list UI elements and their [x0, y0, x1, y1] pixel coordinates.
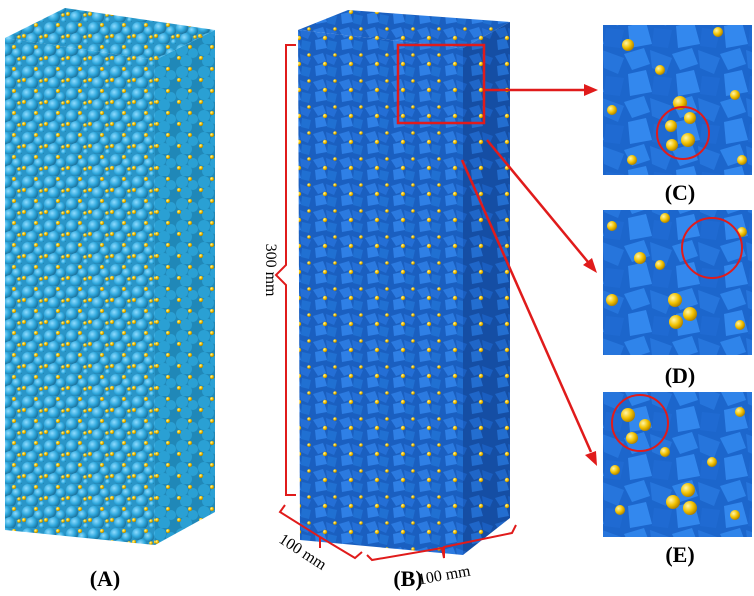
- panel-b-aggregate-specimen: [298, 10, 510, 555]
- panel-e-zoom-view: [603, 392, 752, 537]
- panel-b-label: (B): [393, 566, 422, 591]
- panel-d-label: (D): [665, 363, 696, 388]
- panel-d-image: [603, 210, 752, 355]
- panel-a-sphere-specimen: [5, 8, 215, 545]
- arrow-to-c-head: [584, 84, 598, 96]
- panel-b-front-face: [298, 30, 463, 555]
- arrow-to-e-head: [585, 451, 597, 466]
- panel-e-label: (E): [665, 542, 694, 567]
- panel-c-zoom-view: [603, 25, 752, 175]
- panel-b-side-face: [463, 22, 510, 555]
- panel-c-label: (C): [665, 180, 696, 205]
- panel-b-top-face: [298, 10, 510, 48]
- arrow-to-d: [486, 139, 589, 263]
- panel-e-highlight-circle: [611, 394, 669, 452]
- callout-arrows: [460, 84, 598, 466]
- width-dimension-label: 100 mm: [417, 563, 473, 589]
- panel-a-top-face: [5, 8, 215, 60]
- panel-d-zoom-view: [603, 210, 752, 355]
- arrow-to-d-head: [583, 258, 597, 273]
- arrow-to-e: [460, 159, 593, 453]
- panel-d-highlight-circle: [681, 217, 743, 279]
- panel-a-front-face: [5, 38, 155, 545]
- panel-a-label: (A): [90, 566, 121, 591]
- panel-a-side-face: [155, 30, 215, 545]
- panel-c-highlight-circle: [656, 106, 710, 160]
- height-dimension-bracket: [274, 44, 296, 496]
- height-dimension-label: 300 mm: [262, 244, 279, 297]
- zoom-region-box: [396, 43, 486, 125]
- depth-dimension-bracket: [278, 504, 363, 560]
- width-dimension-bracket: [366, 524, 517, 562]
